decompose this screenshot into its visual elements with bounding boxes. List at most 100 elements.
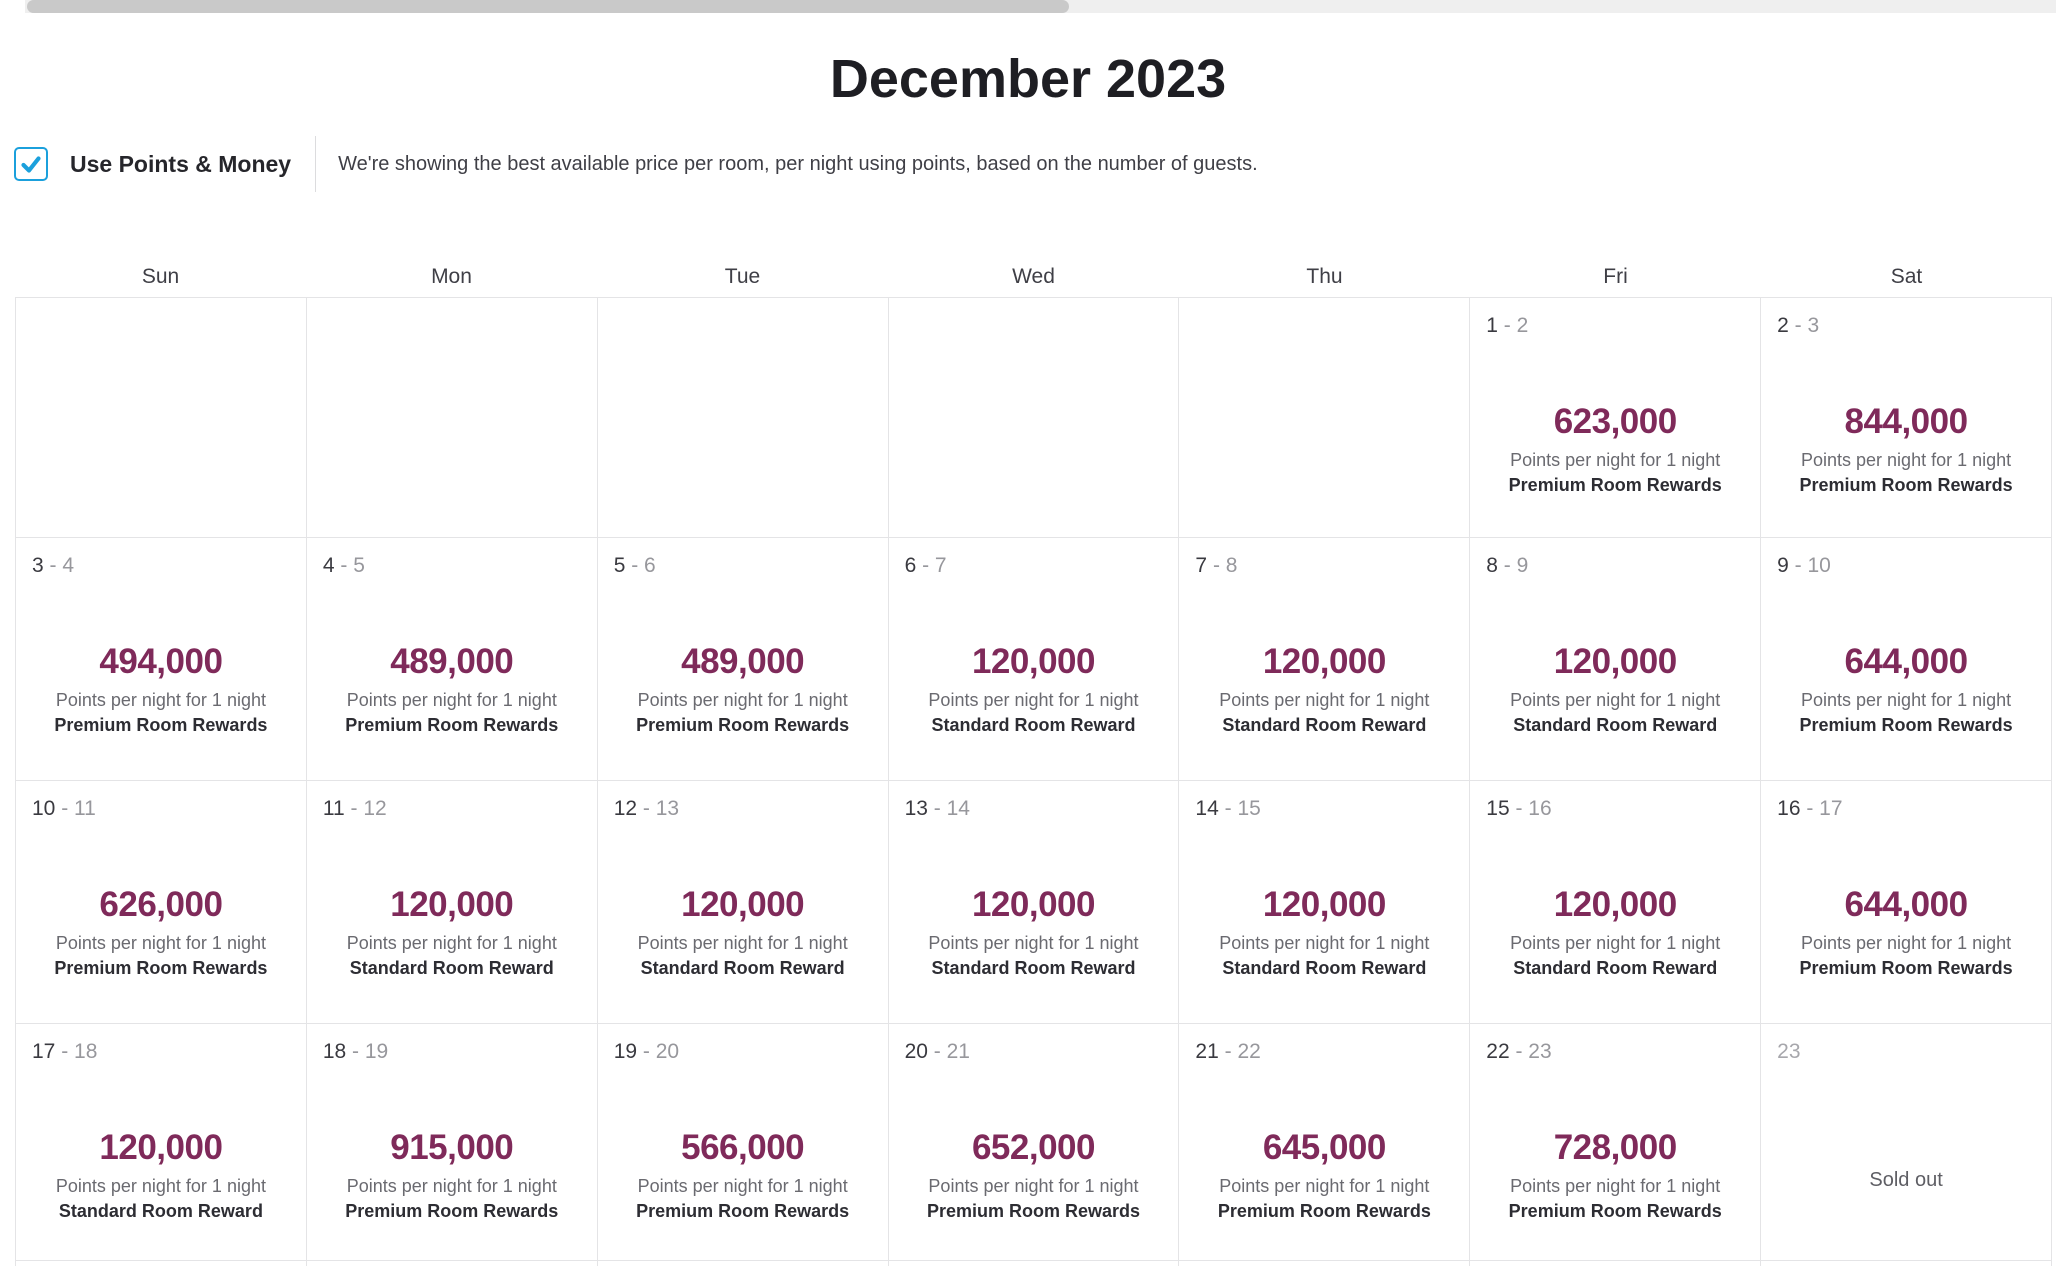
- date-range: 10 - 11: [32, 797, 96, 821]
- calendar-cell[interactable]: 11 - 12 120,000 Points per night for 1 nig…: [306, 781, 598, 1024]
- date-end: - 8: [1207, 554, 1238, 577]
- date-start: 15: [1486, 797, 1510, 820]
- calendar-cell[interactable]: 21 - 22 645,000 Points per night for 1 nig…: [1179, 1024, 1471, 1261]
- sold-out-label: Sold out: [1869, 1169, 1943, 1191]
- points-value: 494,000: [99, 642, 223, 681]
- cell-content: 120,000 Points per night for 1 night Stand…: [307, 884, 597, 981]
- calendar-cell[interactable]: 3 - 4 494,000 Points per night for 1 night…: [16, 538, 307, 781]
- calendar-cell[interactable]: 9 - 10 644,000 Points per night for 1 nigh…: [1761, 538, 2052, 781]
- date-range: 19 - 20: [614, 1040, 679, 1064]
- calendar-cell-empty: [306, 1261, 598, 1266]
- cell-content: 120,000 Points per night for 1 night Stand…: [1470, 641, 1760, 738]
- points-caption: Points per night for 1 night: [346, 690, 557, 710]
- use-points-checkbox[interactable]: [14, 147, 48, 181]
- calendar-cell[interactable]: 14 - 15 120,000 Points per night for 1 nig…: [1179, 781, 1471, 1024]
- calendar-cell[interactable]: 5 - 6 489,000 Points per night for 1 night…: [597, 538, 889, 781]
- calendar-cell[interactable]: 6 - 7 120,000 Points per night for 1 night…: [888, 538, 1180, 781]
- room-type-label: Standard Room Reward: [1222, 715, 1427, 735]
- cell-content: 623,000 Points per night for 1 night Premi…: [1470, 401, 1760, 498]
- calendar-cell[interactable]: 19 - 20 566,000 Points per night for 1 nig…: [597, 1024, 889, 1261]
- calendar-cell[interactable]: 16 - 17 644,000 Points per night for 1 nig…: [1761, 781, 2052, 1024]
- calendar-cell[interactable]: 20 - 21 652,000 Points per night for 1 nig…: [888, 1024, 1180, 1261]
- date-range: 23: [1777, 1040, 1800, 1064]
- calendar-cell[interactable]: 8 - 9 120,000 Points per night for 1 night…: [1470, 538, 1762, 781]
- date-end: - 22: [1218, 1040, 1261, 1063]
- room-type-label: Standard Room Reward: [931, 958, 1136, 978]
- day-header-wed: Wed: [1012, 265, 1055, 288]
- points-caption: Points per night for 1 night: [1510, 450, 1721, 470]
- points-caption: Points per night for 1 night: [1219, 933, 1430, 953]
- room-type-label: Standard Room Reward: [1222, 958, 1427, 978]
- calendar-cell[interactable]: 13 - 14 120,000 Points per night for 1 nig…: [888, 781, 1180, 1024]
- room-type-label: Premium Room Rewards: [926, 1201, 1141, 1221]
- date-start: 17: [32, 1040, 56, 1063]
- room-type-label: Premium Room Rewards: [1508, 1201, 1722, 1221]
- points-value: 120,000: [1262, 885, 1387, 924]
- calendar-cell[interactable]: 4 - 5 489,000 Points per night for 1 night…: [306, 538, 598, 781]
- points-caption: Points per night for 1 night: [1510, 1176, 1721, 1196]
- date-range: 13 - 14: [905, 797, 970, 821]
- date-range: 8 - 9: [1486, 554, 1528, 578]
- horizontal-scrollbar-thumb[interactable]: [27, 0, 1069, 13]
- calendar-cell[interactable]: 2 - 3 844,000 Points per night for 1 night…: [1761, 298, 2052, 538]
- room-type-label: Premium Room Rewards: [1799, 715, 2013, 735]
- page-title: December 2023: [829, 49, 1227, 109]
- date-range: 12 - 13: [614, 797, 679, 821]
- date-end: - 5: [334, 554, 365, 577]
- date-end: - 12: [344, 797, 387, 820]
- room-type-label: Premium Room Rewards: [636, 1201, 850, 1221]
- date-end: - 4: [43, 554, 75, 577]
- date-range: 16 - 17: [1777, 797, 1842, 821]
- date-range: 4 - 5: [323, 554, 365, 578]
- date-start: 13: [904, 797, 928, 820]
- date-range: 2 - 3: [1777, 314, 1819, 338]
- points-value: 844,000: [1844, 402, 1969, 441]
- cell-content: 915,000 Points per night for 1 night Premi…: [307, 1127, 597, 1224]
- cell-content: 120,000 Points per night for 1 night Stand…: [1179, 884, 1469, 981]
- date-start: 12: [613, 797, 638, 820]
- calendar-cell[interactable]: 10 - 11 626,000 Points per night for 1 nig…: [16, 781, 307, 1024]
- calendar-cell[interactable]: 22 - 23 728,000 Points per night for 1 nig…: [1470, 1024, 1762, 1261]
- points-value: 489,000: [681, 642, 805, 681]
- date-end: - 3: [1788, 314, 1820, 337]
- calendar-cell-empty: [16, 1261, 307, 1266]
- date-start: 22: [1486, 1040, 1510, 1063]
- calendar-cell[interactable]: 1 - 2 623,000 Points per night for 1 night…: [1470, 298, 1762, 538]
- points-caption: Points per night for 1 night: [928, 1176, 1139, 1196]
- calendar-cell-empty: [306, 298, 598, 538]
- date-start: 19: [613, 1040, 638, 1063]
- date-end: - 14: [927, 797, 970, 820]
- calendar-cell-empty: [1470, 1261, 1762, 1266]
- calendar-cell-empty: [888, 298, 1180, 538]
- points-caption: Points per night for 1 night: [1801, 933, 2012, 953]
- calendar-cell[interactable]: 12 - 13 120,000 Points per night for 1 nig…: [597, 781, 889, 1024]
- points-value: 915,000: [390, 1128, 514, 1167]
- points-value: 120,000: [99, 1128, 223, 1167]
- date-end: - 7: [916, 554, 947, 577]
- date-end: - 13: [637, 797, 680, 820]
- points-caption: Points per night for 1 night: [1219, 1176, 1430, 1196]
- date-start: 9: [1777, 554, 1789, 577]
- rewards-calendar: Sun Mon Tue Wed Thu Fri Sat 1 - 2 623,000 Points…: [15, 257, 2052, 1266]
- calendar-cell[interactable]: 18 - 19 915,000 Points per night for 1 nig…: [306, 1024, 598, 1261]
- calendar-cell-empty: [16, 298, 307, 538]
- room-type-label: Premium Room Rewards: [1508, 475, 1722, 495]
- date-end: - 19: [346, 1040, 389, 1063]
- calendar-cell[interactable]: 17 - 18 120,000 Points per night for 1 nig…: [16, 1024, 307, 1261]
- room-type-label: Standard Room Reward: [58, 1201, 263, 1221]
- date-end: - 20: [637, 1040, 680, 1063]
- date-end: - 2: [1497, 314, 1529, 337]
- cell-content: 644,000 Points per night for 1 night Premi…: [1761, 641, 2051, 738]
- points-caption: Points per night for 1 night: [1801, 450, 2012, 470]
- points-caption: Points per night for 1 night: [55, 1176, 266, 1196]
- cell-content: 120,000 Points per night for 1 night Stand…: [16, 1127, 306, 1224]
- calendar-cell[interactable]: 15 - 16 120,000 Points per night for 1 nig…: [1470, 781, 1762, 1024]
- date-start: 18: [322, 1040, 347, 1063]
- date-range: 6 - 7: [905, 554, 947, 578]
- day-header-mon: Mon: [431, 265, 472, 288]
- horizontal-scrollbar-track[interactable]: [25, 0, 2056, 13]
- points-value: 120,000: [681, 885, 805, 924]
- calendar-cell[interactable]: 7 - 8 120,000 Points per night for 1 night…: [1179, 538, 1471, 781]
- room-type-label: Standard Room Reward: [640, 958, 845, 978]
- cell-content: 494,000 Points per night for 1 night Premi…: [16, 641, 306, 738]
